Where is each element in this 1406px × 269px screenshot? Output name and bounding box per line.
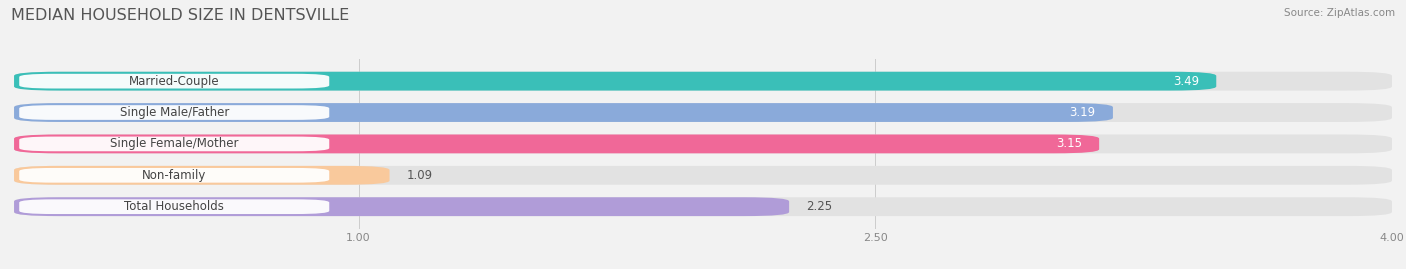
Text: 2.25: 2.25 (806, 200, 832, 213)
Text: Married-Couple: Married-Couple (129, 75, 219, 88)
FancyBboxPatch shape (20, 168, 329, 183)
Text: 1.09: 1.09 (406, 169, 433, 182)
FancyBboxPatch shape (14, 103, 1114, 122)
FancyBboxPatch shape (14, 72, 1216, 91)
Text: MEDIAN HOUSEHOLD SIZE IN DENTSVILLE: MEDIAN HOUSEHOLD SIZE IN DENTSVILLE (11, 8, 350, 23)
Text: Non-family: Non-family (142, 169, 207, 182)
FancyBboxPatch shape (14, 72, 1392, 91)
Text: 3.19: 3.19 (1070, 106, 1095, 119)
Text: 3.49: 3.49 (1173, 75, 1199, 88)
FancyBboxPatch shape (20, 199, 329, 214)
FancyBboxPatch shape (14, 134, 1099, 153)
FancyBboxPatch shape (14, 166, 389, 185)
Text: Total Households: Total Households (124, 200, 224, 213)
Text: Single Male/Father: Single Male/Father (120, 106, 229, 119)
FancyBboxPatch shape (14, 103, 1392, 122)
FancyBboxPatch shape (20, 105, 329, 120)
Text: Single Female/Mother: Single Female/Mother (110, 137, 239, 150)
FancyBboxPatch shape (14, 166, 1392, 185)
Text: 3.15: 3.15 (1056, 137, 1083, 150)
FancyBboxPatch shape (20, 137, 329, 151)
FancyBboxPatch shape (14, 134, 1392, 153)
Text: Source: ZipAtlas.com: Source: ZipAtlas.com (1284, 8, 1395, 18)
FancyBboxPatch shape (20, 74, 329, 89)
FancyBboxPatch shape (14, 197, 789, 216)
FancyBboxPatch shape (14, 197, 1392, 216)
